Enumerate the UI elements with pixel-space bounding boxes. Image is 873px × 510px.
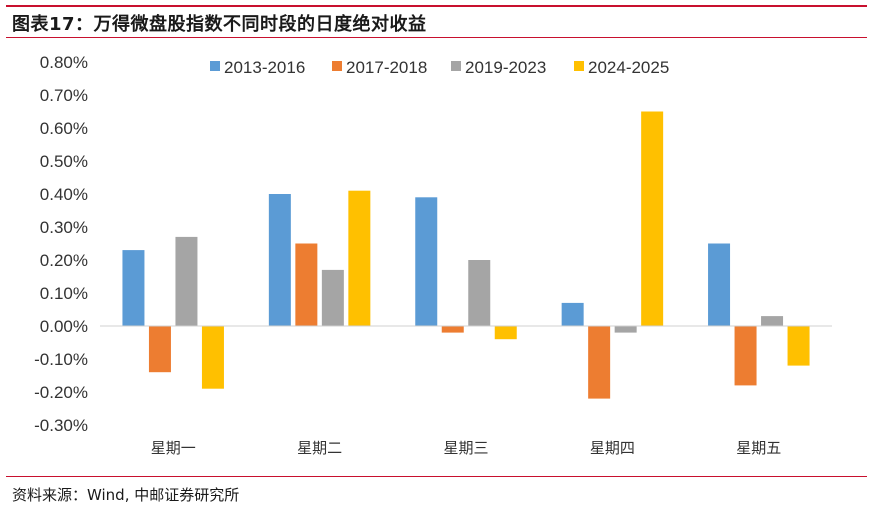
- bar-2013-2016-星期四: [561, 302, 584, 326]
- bar-chart: -0.30% -0.20% -0.10% 0.00% 0.10% 0.20% 0.30% 0.…: [34, 53, 832, 457]
- y-tick-label: 0.30%: [40, 218, 88, 237]
- legend-label: 2013-2016: [224, 58, 305, 77]
- y-tick-label: 0.80%: [40, 53, 88, 72]
- y-tick-label: 0.10%: [40, 284, 88, 303]
- title-rule: [6, 37, 867, 38]
- bar-2019-2023-星期二: [321, 269, 344, 326]
- x-tick-label: 星期三: [443, 439, 488, 457]
- bar-2013-2016-星期一: [122, 250, 145, 326]
- bar-2019-2023-星期一: [175, 236, 198, 326]
- x-tick-label: 星期四: [590, 439, 635, 457]
- chart-title: 图表17：万得微盘股指数不同时段的日度绝对收益: [12, 14, 427, 35]
- bar-2024-2025-星期一: [201, 326, 224, 389]
- y-tick-label: -0.10%: [34, 350, 88, 369]
- legend-label: 2019-2023: [465, 58, 546, 77]
- source-note: 资料来源：Wind, 中邮证券研究所: [12, 486, 240, 504]
- legend-label: 2017-2018: [346, 58, 427, 77]
- x-tick-label: 星期一: [151, 439, 196, 457]
- y-tick-label: 0.60%: [40, 119, 88, 138]
- bar-2013-2016-星期五: [708, 243, 731, 326]
- bar-2017-2018-星期四: [588, 326, 611, 399]
- legend-label: 2024-2025: [588, 58, 669, 77]
- bottom-rule: [6, 476, 867, 477]
- x-tick-label: 星期五: [736, 439, 781, 457]
- y-tick-label: 0.20%: [40, 251, 88, 270]
- bar-2019-2023-星期四: [614, 326, 637, 333]
- y-tick-label: 0.40%: [40, 185, 88, 204]
- bar-2017-2018-星期三: [441, 326, 464, 333]
- top-rule: [6, 5, 867, 7]
- bar-2017-2018-星期一: [148, 326, 171, 373]
- bar-2019-2023-星期三: [468, 260, 491, 326]
- y-tick-label: -0.20%: [34, 383, 88, 402]
- bar-2013-2016-星期三: [415, 197, 438, 326]
- x-tick-label: 星期二: [297, 439, 342, 457]
- bar-2024-2025-星期三: [494, 326, 517, 340]
- bar-2013-2016-星期二: [268, 194, 291, 326]
- bar-2017-2018-星期二: [295, 243, 318, 326]
- legend-swatch-2019-2023: [451, 61, 461, 71]
- bar-2024-2025-星期五: [787, 326, 810, 366]
- bar-2019-2023-星期五: [761, 316, 784, 326]
- bar-2024-2025-星期二: [348, 190, 371, 326]
- y-tick-label: 0.50%: [40, 152, 88, 171]
- legend-swatch-2024-2025: [574, 61, 584, 71]
- legend-swatch-2013-2016: [210, 61, 220, 71]
- bar-2024-2025-星期四: [641, 111, 664, 326]
- y-tick-label: -0.30%: [34, 416, 88, 435]
- y-tick-label: 0.70%: [40, 86, 88, 105]
- bar-2017-2018-星期五: [734, 326, 757, 386]
- legend-swatch-2017-2018: [332, 61, 342, 71]
- y-tick-label: 0.00%: [40, 317, 88, 336]
